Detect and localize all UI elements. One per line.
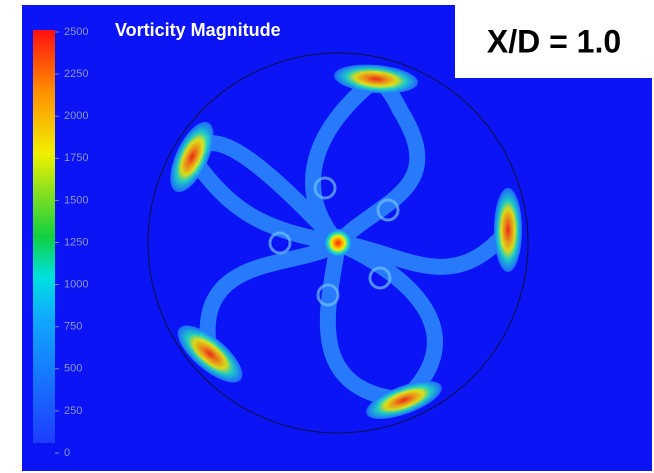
plot-title: Vorticity Magnitude — [115, 20, 281, 40]
colorbar — [33, 30, 55, 443]
colorbar-tick-label: 250 — [64, 405, 82, 417]
colorbar-tick-label: 0 — [64, 447, 70, 459]
colorbar-tick-label: 1750 — [64, 152, 88, 164]
colorbar-tick-label: 500 — [64, 363, 82, 375]
vorticity-plot: Vorticity Magnitude X/D = 1.0 0 250 500 750… — [0, 0, 654, 473]
colorbar-tick-label: 2000 — [64, 110, 88, 122]
colorbar-tick-label: 2500 — [64, 26, 88, 38]
panel-label: X/D = 1.0 — [487, 23, 621, 59]
colorbar-tick-label: 1000 — [64, 279, 88, 291]
page: Vorticity Magnitude X/D = 1.0 0 250 500 750… — [0, 0, 654, 473]
colorbar-tick-label: 2250 — [64, 68, 88, 80]
colorbar-tick-label: 1500 — [64, 194, 88, 206]
colorbar-tick-label: 750 — [64, 321, 82, 333]
colorbar-tick-label: 1250 — [64, 236, 88, 248]
